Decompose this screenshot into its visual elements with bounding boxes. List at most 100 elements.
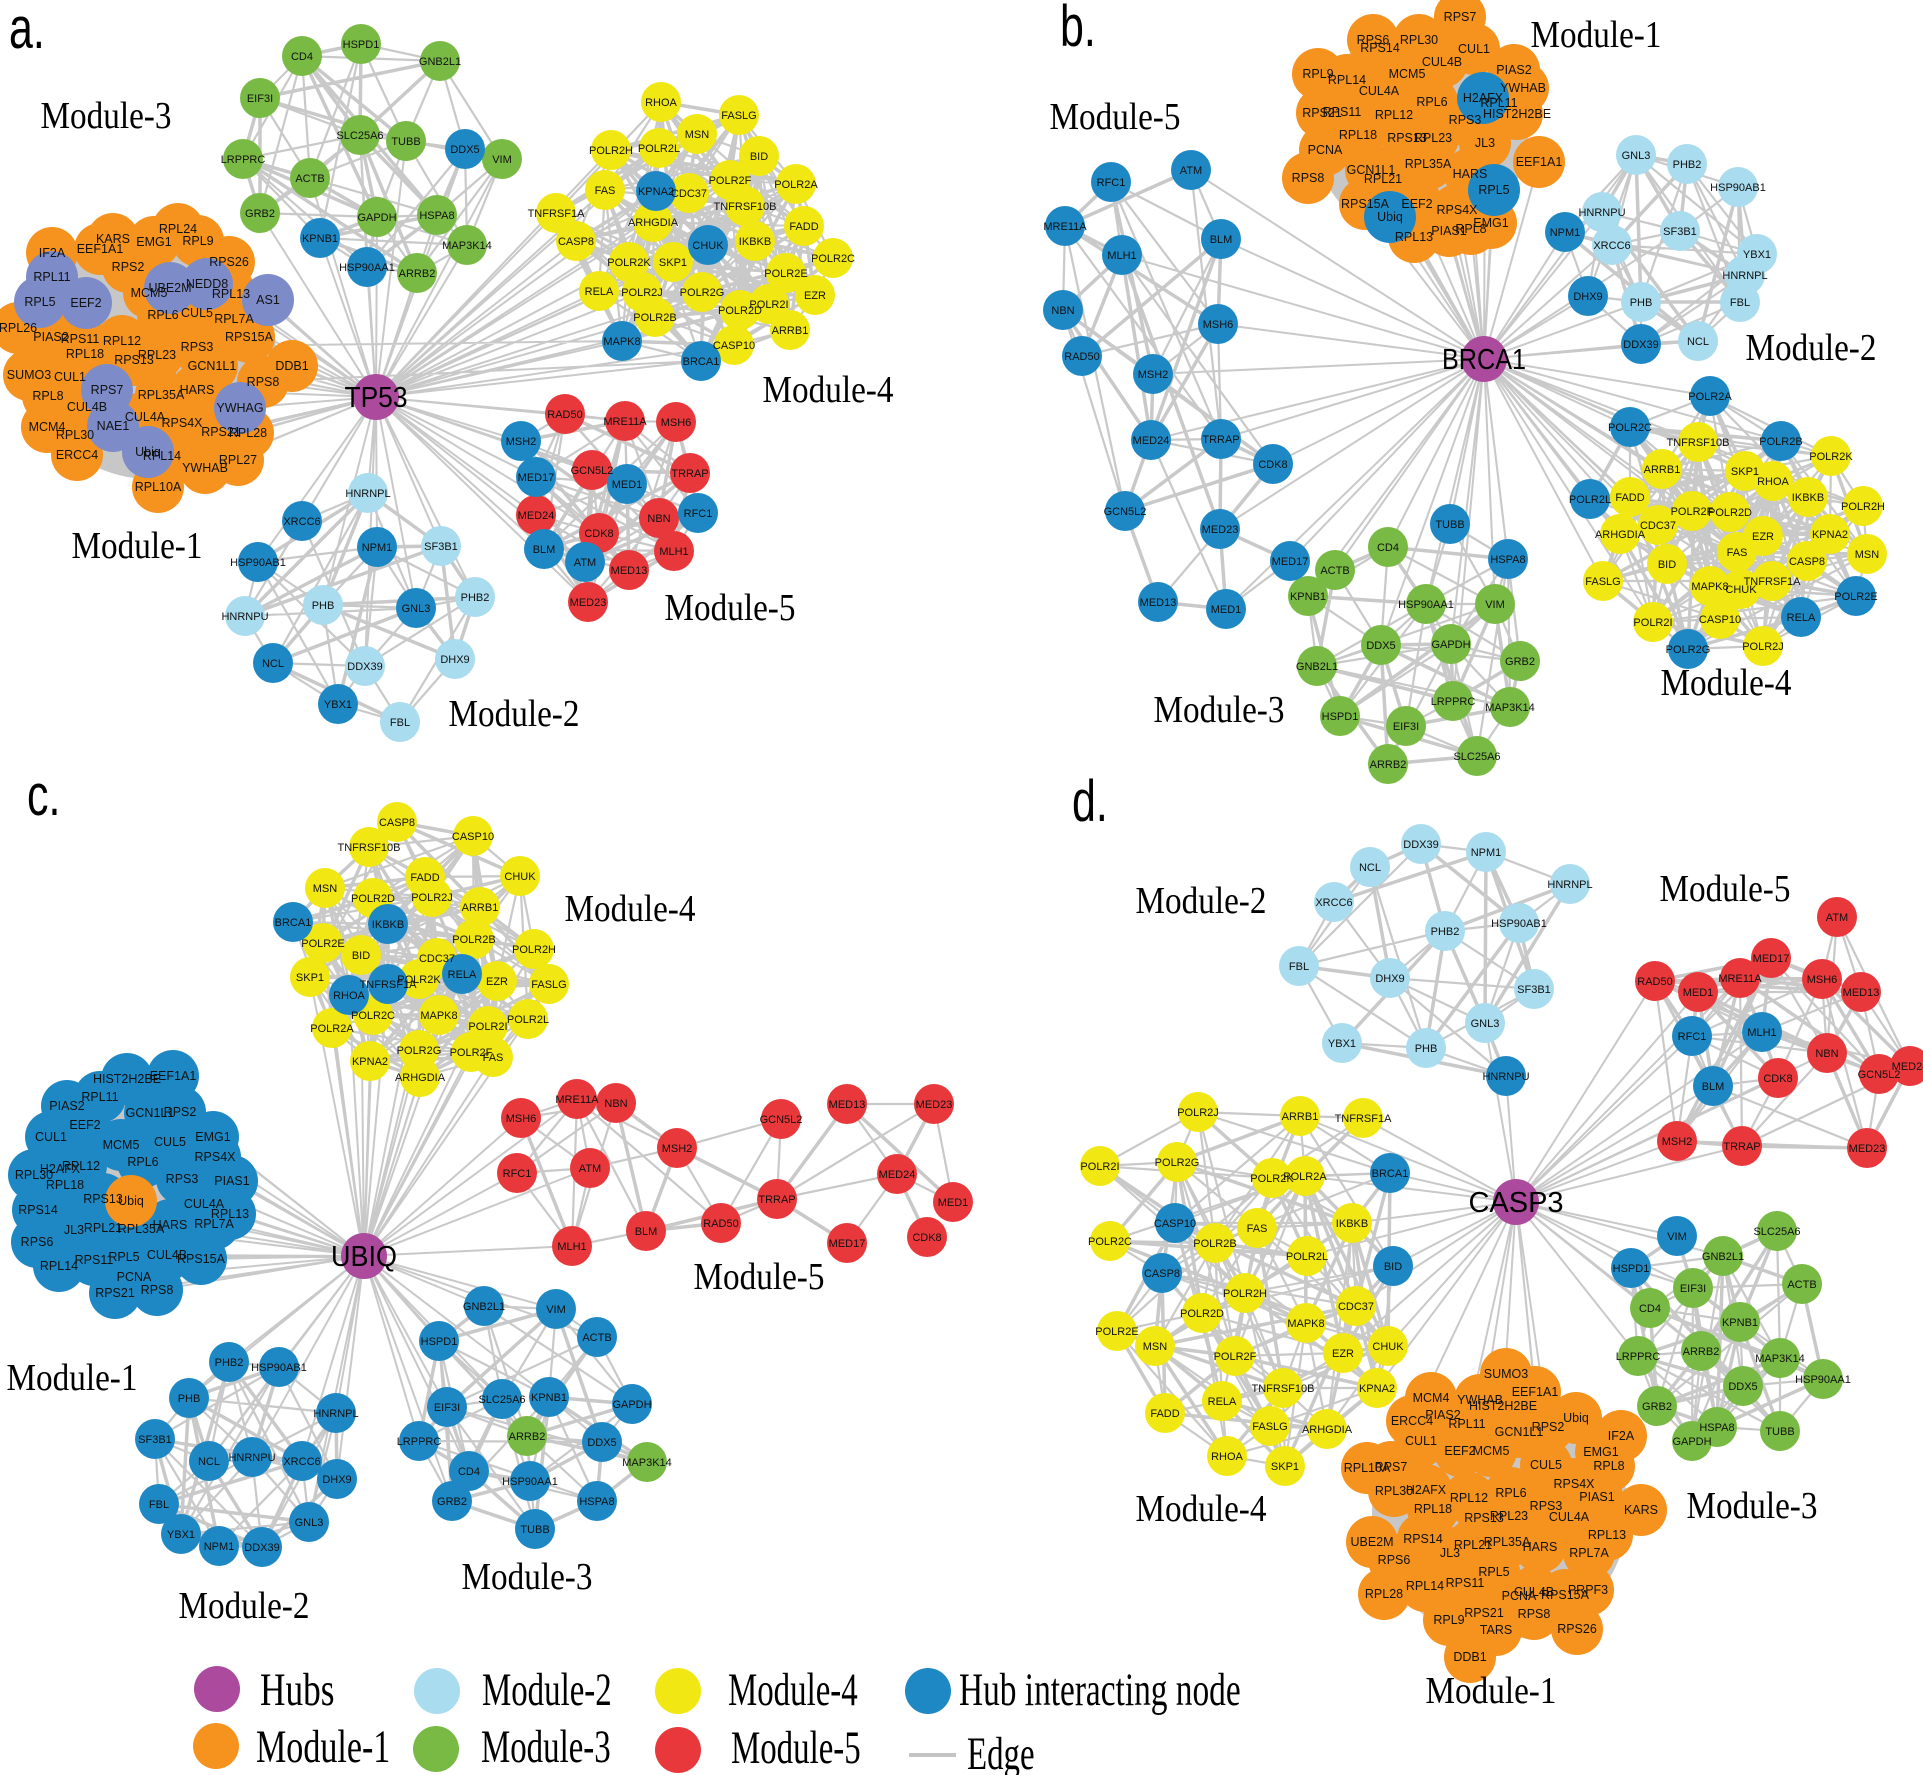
svg-text:EZR: EZR bbox=[804, 290, 826, 302]
svg-text:TNFRSF1A: TNFRSF1A bbox=[528, 208, 586, 220]
svg-text:PHB2: PHB2 bbox=[1673, 159, 1702, 171]
svg-text:GCN5L2: GCN5L2 bbox=[1104, 506, 1147, 518]
svg-text:RPS2: RPS2 bbox=[164, 1105, 197, 1119]
svg-text:CHUK: CHUK bbox=[504, 871, 536, 883]
svg-text:XRCC6: XRCC6 bbox=[283, 1456, 320, 1468]
svg-text:RPS3: RPS3 bbox=[181, 340, 214, 354]
svg-text:POLR2B: POLR2B bbox=[633, 312, 676, 324]
svg-text:RPS8: RPS8 bbox=[247, 375, 280, 389]
svg-text:MSH2: MSH2 bbox=[662, 1143, 693, 1155]
svg-text:NPM1: NPM1 bbox=[1471, 847, 1502, 859]
svg-text:RPL7A: RPL7A bbox=[194, 1217, 234, 1231]
svg-text:CUL4B: CUL4B bbox=[1514, 1585, 1554, 1599]
svg-text:HSP90AB1: HSP90AB1 bbox=[1710, 182, 1766, 194]
svg-text:MED24: MED24 bbox=[1133, 435, 1170, 447]
svg-text:RPL14: RPL14 bbox=[143, 449, 181, 463]
svg-text:Module-1: Module-1 bbox=[72, 524, 203, 567]
svg-text:MSH6: MSH6 bbox=[1203, 319, 1234, 331]
svg-text:TUBB: TUBB bbox=[520, 1524, 549, 1536]
svg-text:SKP1: SKP1 bbox=[1271, 1461, 1299, 1473]
svg-text:MED17: MED17 bbox=[1753, 953, 1790, 965]
svg-text:RPL5: RPL5 bbox=[108, 1250, 139, 1264]
svg-text:CUL4B: CUL4B bbox=[147, 1248, 187, 1262]
svg-text:RPS8: RPS8 bbox=[141, 1283, 174, 1297]
svg-text:DHX9: DHX9 bbox=[1375, 973, 1404, 985]
svg-text:IKBKB: IKBKB bbox=[1792, 492, 1824, 504]
svg-text:PIAS2: PIAS2 bbox=[1425, 1408, 1460, 1422]
svg-text:TRRAP: TRRAP bbox=[1723, 1141, 1760, 1153]
svg-text:RPS8: RPS8 bbox=[1518, 1607, 1551, 1621]
svg-text:RPS13: RPS13 bbox=[114, 353, 154, 367]
svg-text:TNFRSF1A: TNFRSF1A bbox=[360, 979, 418, 991]
svg-text:RPS14: RPS14 bbox=[18, 1203, 58, 1217]
svg-text:CUL5: CUL5 bbox=[181, 306, 213, 320]
svg-text:Module-4: Module-4 bbox=[763, 368, 894, 411]
svg-text:H2AFX: H2AFX bbox=[1406, 1483, 1447, 1497]
svg-text:POLR2B: POLR2B bbox=[1193, 1238, 1236, 1250]
svg-text:RAD50: RAD50 bbox=[1064, 351, 1099, 363]
svg-text:RFC1: RFC1 bbox=[503, 1168, 532, 1180]
svg-text:XRCC6: XRCC6 bbox=[1315, 897, 1352, 909]
svg-text:ATM: ATM bbox=[579, 1163, 601, 1175]
svg-text:HNRNPL: HNRNPL bbox=[345, 488, 390, 500]
svg-text:CASP8: CASP8 bbox=[558, 236, 594, 248]
svg-text:RPS11: RPS11 bbox=[75, 1253, 114, 1267]
svg-text:POLR2K: POLR2K bbox=[607, 257, 651, 269]
svg-text:RAD50: RAD50 bbox=[1637, 976, 1672, 988]
svg-text:DDB1: DDB1 bbox=[275, 359, 308, 373]
svg-text:PHB: PHB bbox=[1415, 1043, 1438, 1055]
svg-text:RPL6: RPL6 bbox=[127, 1155, 158, 1169]
svg-text:BID: BID bbox=[1384, 1261, 1402, 1273]
svg-text:CASP10: CASP10 bbox=[452, 831, 494, 843]
svg-text:JL3: JL3 bbox=[1440, 1546, 1460, 1560]
svg-text:RPL9: RPL9 bbox=[1302, 67, 1333, 81]
svg-text:NPM1: NPM1 bbox=[204, 1541, 235, 1553]
svg-text:POLR2D: POLR2D bbox=[1180, 1308, 1224, 1320]
svg-text:NAE1: NAE1 bbox=[97, 419, 130, 433]
svg-text:Module-2: Module-2 bbox=[482, 1663, 612, 1715]
svg-text:EEF2: EEF2 bbox=[70, 296, 101, 310]
svg-text:CHUK: CHUK bbox=[692, 240, 724, 252]
svg-text:MED23: MED23 bbox=[1202, 524, 1239, 536]
svg-text:RPL23: RPL23 bbox=[1490, 1509, 1528, 1523]
svg-text:CASP8: CASP8 bbox=[1144, 1268, 1180, 1280]
svg-text:KPNA2: KPNA2 bbox=[352, 1056, 388, 1068]
svg-text:RPL26: RPL26 bbox=[0, 321, 37, 335]
svg-text:FASLG: FASLG bbox=[1585, 576, 1620, 588]
svg-text:Module-4: Module-4 bbox=[1136, 1487, 1267, 1530]
svg-text:POLR2K: POLR2K bbox=[1250, 1173, 1294, 1185]
svg-text:RPL11: RPL11 bbox=[1480, 96, 1517, 110]
svg-text:POLR2H: POLR2H bbox=[1223, 1288, 1267, 1300]
svg-text:HNRNPU: HNRNPU bbox=[221, 611, 268, 623]
svg-text:RPS7: RPS7 bbox=[91, 383, 124, 397]
svg-text:MSH6: MSH6 bbox=[506, 1113, 537, 1125]
svg-text:LRPPRC: LRPPRC bbox=[1616, 1351, 1661, 1363]
svg-text:MAPK8: MAPK8 bbox=[1287, 1318, 1324, 1330]
svg-text:POLR2A: POLR2A bbox=[1283, 1171, 1327, 1183]
svg-text:PHB2: PHB2 bbox=[215, 1357, 244, 1369]
svg-text:GNB2L1: GNB2L1 bbox=[463, 1301, 505, 1313]
svg-text:EMG1: EMG1 bbox=[195, 1130, 230, 1144]
svg-text:MSN: MSN bbox=[313, 883, 338, 895]
svg-text:CUL5: CUL5 bbox=[154, 1135, 186, 1149]
svg-text:FADD: FADD bbox=[1150, 1408, 1179, 1420]
svg-text:DHX9: DHX9 bbox=[322, 1474, 351, 1486]
svg-text:HARS: HARS bbox=[1453, 167, 1488, 181]
svg-text:HIST2H2BE: HIST2H2BE bbox=[1469, 1399, 1537, 1413]
svg-text:Module-3: Module-3 bbox=[462, 1555, 593, 1598]
svg-text:RPS4X: RPS4X bbox=[195, 1150, 237, 1164]
svg-text:CD4: CD4 bbox=[458, 1466, 480, 1478]
svg-text:GRB2: GRB2 bbox=[437, 1496, 467, 1508]
svg-text:TNFRSF1A: TNFRSF1A bbox=[1335, 1113, 1393, 1125]
svg-text:PIAS2: PIAS2 bbox=[49, 1099, 84, 1113]
svg-text:TNFRSF10B: TNFRSF10B bbox=[1252, 1383, 1315, 1395]
svg-text:PCNA: PCNA bbox=[1308, 143, 1343, 157]
svg-text:EEF1A1: EEF1A1 bbox=[1512, 1385, 1559, 1399]
svg-text:GRB2: GRB2 bbox=[1642, 1401, 1672, 1413]
svg-text:HIST2H2BE: HIST2H2BE bbox=[93, 1072, 161, 1086]
svg-text:PIAS1: PIAS1 bbox=[1579, 1490, 1614, 1504]
svg-text:YBX1: YBX1 bbox=[167, 1529, 195, 1541]
svg-text:SLC25A6: SLC25A6 bbox=[1753, 1226, 1800, 1238]
svg-text:RPL13: RPL13 bbox=[212, 287, 250, 301]
svg-text:MCM4: MCM4 bbox=[1413, 1391, 1450, 1405]
